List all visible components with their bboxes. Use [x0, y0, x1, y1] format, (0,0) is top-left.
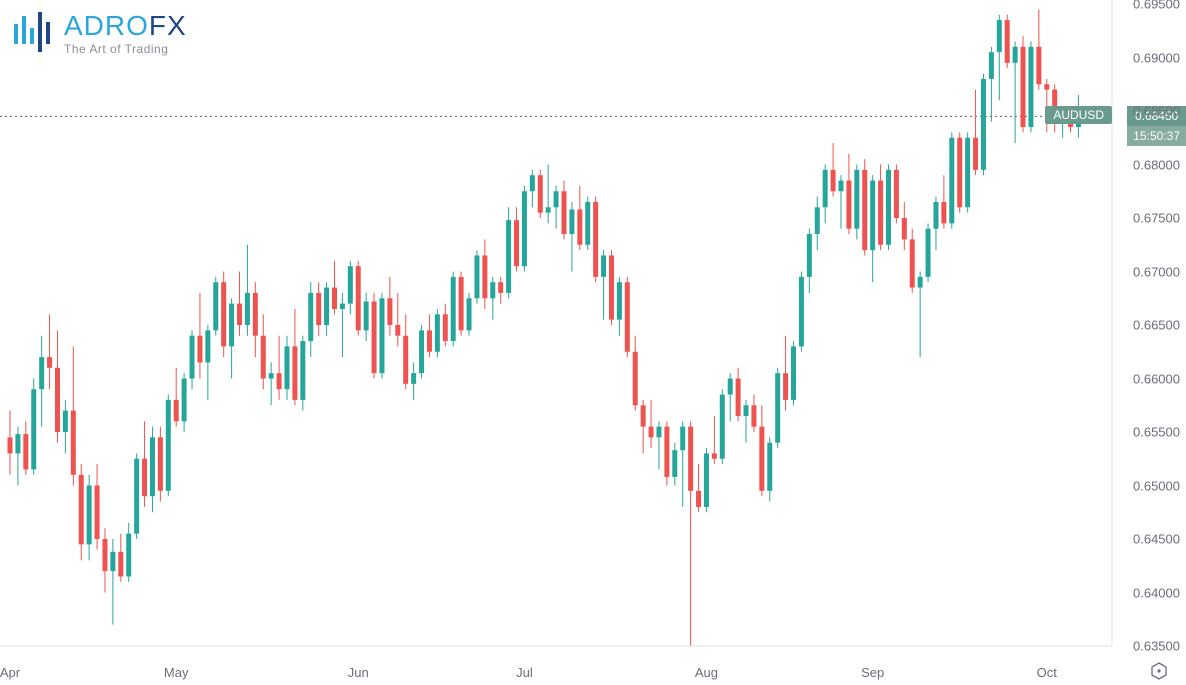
yaxis-tick-label: 0.65500 [1133, 425, 1180, 440]
yaxis-tick-label: 0.65000 [1133, 478, 1180, 493]
logo-part1: ADRO [64, 10, 149, 41]
logo-tagline: The Art of Trading [64, 42, 187, 56]
chart-container: ADROFX The Art of Trading AUDUSD 0.68450… [0, 0, 1186, 684]
yaxis-tick-label: 0.68000 [1133, 157, 1180, 172]
xaxis-tick-label: Sep [861, 665, 884, 680]
yaxis-tick-label: 0.64500 [1133, 532, 1180, 547]
yaxis-tick-label: 0.63500 [1133, 639, 1180, 654]
logo-part2: FX [149, 10, 187, 41]
candlestick-chart[interactable] [0, 0, 1186, 684]
pair-label-text: AUDUSD [1053, 108, 1104, 122]
settings-hex-icon[interactable] [1150, 662, 1168, 680]
logo-brand-text: ADROFX [64, 10, 187, 42]
yaxis-tick-label: 0.69500 [1133, 0, 1180, 12]
xaxis-tick-label: Jul [516, 665, 533, 680]
xaxis-tick-label: Aug [695, 665, 718, 680]
xaxis-tick-label: Jun [348, 665, 369, 680]
xaxis-tick-label: Apr [0, 665, 20, 680]
pair-label-tag: AUDUSD [1045, 106, 1112, 124]
yaxis-tick-label: 0.66000 [1133, 371, 1180, 386]
yaxis-tick-label: 0.67000 [1133, 264, 1180, 279]
countdown-value: 15:50:37 [1127, 126, 1186, 146]
yaxis-tick-label: 0.69000 [1133, 50, 1180, 65]
yaxis-tick-label: 0.64000 [1133, 585, 1180, 600]
xaxis-tick-label: May [164, 665, 189, 680]
logo-bars-icon [12, 10, 56, 56]
brand-logo: ADROFX The Art of Trading [12, 10, 187, 56]
yaxis-tick-label: 0.67500 [1133, 211, 1180, 226]
yaxis-tick-label: 0.66500 [1133, 318, 1180, 333]
yaxis-tick-label: 0.68500 [1133, 104, 1180, 119]
xaxis-tick-label: Oct [1037, 665, 1057, 680]
